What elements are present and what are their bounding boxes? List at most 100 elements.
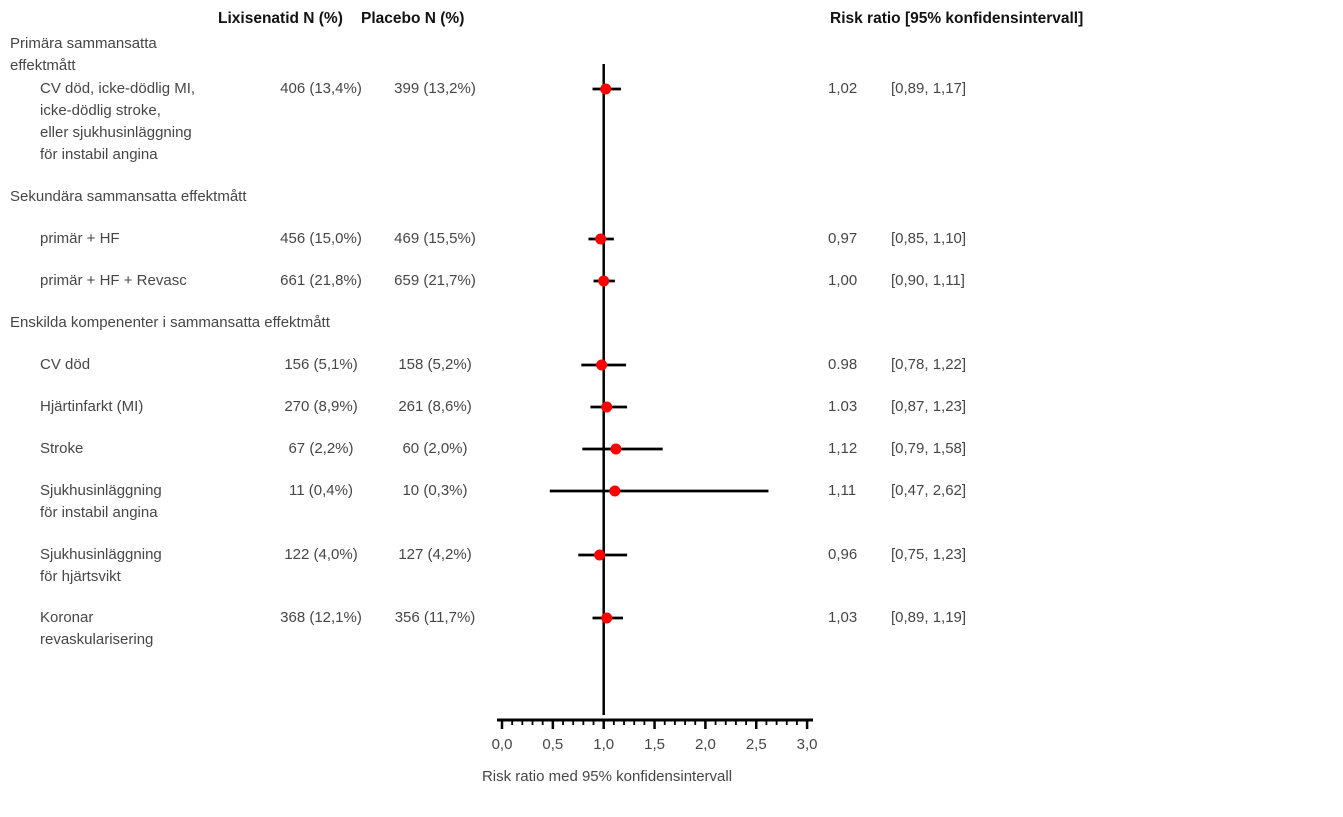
endpoint-label: primär + HF + Revasc	[40, 270, 187, 292]
section-header-line: Enskilda kompenenter i sammansatta effek…	[10, 314, 330, 331]
x-axis-tick-label: 0,5	[542, 736, 563, 753]
placebo-value-line: 127 (4,2%)	[398, 546, 472, 563]
confidence-interval-value: [0,89, 1,19]	[891, 607, 966, 629]
confidence-interval-value: [0,87, 1,23]	[891, 396, 966, 418]
risk-ratio-value: 1,02	[828, 78, 857, 100]
risk-ratio-value: 0,97	[828, 228, 857, 250]
endpoint-label-line: Stroke	[40, 440, 84, 457]
risk-ratio-value-line: 1.03	[828, 398, 858, 415]
placebo-value: 469 (15,5%)	[375, 228, 495, 250]
confidence-interval-value-line: [0,89, 1,19]	[891, 609, 967, 626]
risk-ratio-value-line: 1,00	[828, 272, 858, 289]
endpoint-label-line: Sjukhusinläggning	[40, 546, 162, 563]
point-estimate-dot	[598, 275, 610, 287]
endpoint-label-line: för instabil angina	[40, 146, 158, 163]
lixisenatid-value: 661 (21,8%)	[261, 270, 381, 292]
point-estimate-dot	[600, 83, 612, 95]
placebo-value: 127 (4,2%)	[375, 544, 495, 566]
confidence-interval-value: [0,79, 1,58]	[891, 438, 966, 460]
lixisenatid-value: 122 (4,0%)	[261, 544, 381, 566]
x-axis-tick-label: 0,0	[492, 736, 513, 753]
lixisenatid-value-line: 67 (2,2%)	[288, 440, 354, 457]
point-estimate-dot	[596, 359, 608, 371]
confidence-interval-value-line: [0,75, 1,23]	[891, 546, 967, 563]
risk-ratio-value: 1.03	[828, 396, 857, 418]
risk-ratio-value-line: 0,97	[828, 230, 858, 247]
lixisenatid-value: 156 (5,1%)	[261, 354, 381, 376]
point-estimate-dot	[609, 485, 621, 497]
confidence-interval-value-line: [0,89, 1,17]	[891, 80, 967, 97]
placebo-value: 261 (8,6%)	[375, 396, 495, 418]
confidence-interval-value-line: [0,90, 1,11]	[891, 272, 965, 289]
endpoint-label: Stroke	[40, 438, 83, 460]
risk-ratio-value: 1,12	[828, 438, 857, 460]
risk-ratio-value-line: 1,02	[828, 80, 858, 97]
confidence-interval-value: [0,75, 1,23]	[891, 544, 966, 566]
section-header-line: Primära sammansatta	[10, 35, 157, 52]
placebo-value: 399 (13,2%)	[375, 78, 495, 100]
lixisenatid-value: 270 (8,9%)	[261, 396, 381, 418]
confidence-interval-value: [0,85, 1,10]	[891, 228, 966, 250]
endpoint-label-line: revaskularisering	[40, 631, 154, 648]
endpoint-label: CV död, icke-dödlig MI, icke-dödlig strok…	[40, 78, 195, 166]
lixisenatid-value-line: 406 (13,4%)	[280, 80, 362, 97]
x-axis-title: Risk ratio med 95% konfidensintervall	[481, 768, 733, 785]
x-axis-tick-label: 2,0	[695, 736, 716, 753]
lixisenatid-value: 67 (2,2%)	[261, 438, 381, 460]
endpoint-label: Koronar revaskularisering	[40, 607, 153, 651]
endpoint-label-line: eller sjukhusinläggning	[40, 124, 192, 141]
risk-ratio-value-line: 1,11	[828, 482, 857, 499]
placebo-value-line: 60 (2,0%)	[402, 440, 468, 457]
placebo-value: 356 (11,7%)	[375, 607, 495, 629]
section-header: Enskilda kompenenter i sammansatta effek…	[10, 312, 330, 334]
placebo-value-line: 659 (21,7%)	[394, 272, 476, 289]
x-axis-tick-label: 1,5	[644, 736, 665, 753]
point-estimate-dot	[601, 612, 613, 624]
x-axis-tick-label: 3,0	[797, 736, 818, 753]
point-estimate-dot	[610, 443, 622, 455]
risk-ratio-value-line: 1,12	[828, 440, 858, 457]
lixisenatid-value-line: 122 (4,0%)	[284, 546, 358, 563]
risk-ratio-value-line: 0.98	[828, 356, 858, 373]
endpoint-label-line: för instabil angina	[40, 504, 158, 521]
lixisenatid-value-line: 11 (0,4%)	[289, 482, 353, 499]
placebo-value-line: 10 (0,3%)	[402, 482, 468, 499]
risk-ratio-value: 0.98	[828, 354, 857, 376]
confidence-interval-value-line: [0,47, 2,62]	[891, 482, 967, 499]
confidence-interval-value: [0,89, 1,17]	[891, 78, 966, 100]
lixisenatid-value: 406 (13,4%)	[261, 78, 381, 100]
section-header: Sekundära sammansatta effektmått	[10, 186, 247, 208]
lixisenatid-value: 368 (12,1%)	[261, 607, 381, 629]
risk-ratio-value: 1,00	[828, 270, 857, 292]
lixisenatid-value-line: 156 (5,1%)	[284, 356, 358, 373]
endpoint-label-line: primär + HF	[40, 230, 120, 247]
x-axis-tick-label: 2,5	[746, 736, 767, 753]
column-header-lixisenatid: Lixisenatid N (%)	[218, 10, 343, 27]
column-header-placebo: Placebo N (%)	[361, 10, 465, 27]
endpoint-label-line: primär + HF + Revasc	[40, 272, 187, 289]
endpoint-label-line: Koronar	[40, 609, 94, 626]
placebo-value-line: 356 (11,7%)	[394, 609, 476, 626]
point-estimate-dot	[601, 401, 613, 413]
placebo-value-line: 261 (8,6%)	[398, 398, 472, 415]
endpoint-label-line: för hjärtsvikt	[40, 568, 121, 585]
lixisenatid-value-line: 456 (15,0%)	[280, 230, 362, 247]
endpoint-label-line: Hjärtinfarkt (MI)	[40, 398, 144, 415]
risk-ratio-value: 0,96	[828, 544, 857, 566]
column-header-risk-ratio: Risk ratio [95% konfidensintervall]	[830, 10, 1084, 27]
confidence-interval-value-line: [0,85, 1,10]	[891, 230, 967, 247]
confidence-interval-value: [0,90, 1,11]	[891, 270, 965, 292]
lixisenatid-value-line: 270 (8,9%)	[284, 398, 358, 415]
lixisenatid-value: 456 (15,0%)	[261, 228, 381, 250]
confidence-interval-value: [0,78, 1,22]	[891, 354, 966, 376]
placebo-value: 659 (21,7%)	[375, 270, 495, 292]
section-header: Primära sammansatta effektmått	[10, 33, 157, 77]
point-estimate-dot	[595, 233, 607, 245]
section-header-line: effektmått	[10, 57, 76, 74]
placebo-value-line: 399 (13,2%)	[394, 80, 476, 97]
endpoint-label-line: Sjukhusinläggning	[40, 482, 162, 499]
risk-ratio-value: 1,11	[828, 480, 856, 502]
risk-ratio-value-line: 0,96	[828, 546, 858, 563]
